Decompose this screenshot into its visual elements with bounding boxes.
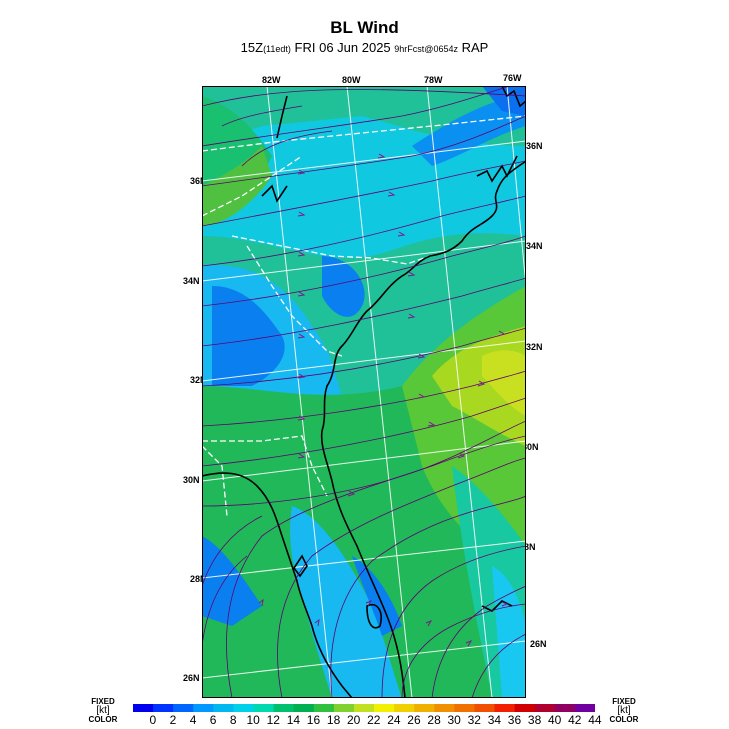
colorbar-swatch bbox=[153, 704, 174, 712]
lat-label-left-28n: 28N bbox=[190, 574, 207, 584]
subtitle-local-time: (11edt) bbox=[263, 44, 291, 54]
colorbar-left-bottom: COLOR bbox=[88, 715, 118, 724]
colorbar-swatch bbox=[574, 704, 595, 712]
lat-label-right-28n: 28N bbox=[519, 542, 536, 552]
colorbar-tick-label: 12 bbox=[266, 713, 280, 727]
colorbar-tick-label: 34 bbox=[487, 713, 502, 727]
wind-speed-area-blue-inland bbox=[212, 286, 285, 386]
wind-speed-area-cyan-atlantic bbox=[492, 566, 526, 698]
colorbar-tick-label: 6 bbox=[209, 713, 217, 727]
map-frame bbox=[202, 86, 526, 698]
colorbar-left-unit: [kt] bbox=[96, 705, 110, 716]
colorbar-swatch bbox=[333, 704, 355, 712]
lat-label-right-26n: 26N bbox=[530, 639, 547, 649]
colorbar-right-caption: FIXED [kt] COLOR bbox=[606, 698, 642, 724]
chart-title: BL Wind bbox=[330, 18, 399, 37]
lat-label-right-32n: 32N bbox=[526, 342, 543, 352]
colorbar-right-bottom: COLOR bbox=[609, 715, 639, 724]
colorbar-tick-label: 14 bbox=[286, 713, 301, 727]
wind-speed-area-blue-virginia bbox=[412, 96, 526, 166]
lat-lon-grid bbox=[202, 86, 526, 698]
colorbar-tick-label: 42 bbox=[568, 713, 582, 727]
colorbar-swatch bbox=[293, 704, 315, 712]
colorbar-swatch bbox=[434, 704, 455, 712]
colorbar-tick-label: 10 bbox=[246, 713, 260, 727]
lat-label-right-30n: 30N bbox=[522, 442, 539, 452]
colorbar-tick-label: 30 bbox=[447, 713, 461, 727]
subtitle-model: RAP bbox=[461, 40, 489, 55]
lat-label-right-36n: 36N bbox=[526, 141, 543, 151]
wind-speed-area-yellow-offshore bbox=[482, 350, 526, 416]
colorbar-tick-label: 38 bbox=[527, 713, 542, 727]
colorbar-swatch bbox=[494, 704, 516, 712]
colorbar-swatch bbox=[173, 704, 194, 712]
colorbar-swatch bbox=[353, 704, 375, 712]
colorbar-tick-label: 0 bbox=[149, 713, 157, 727]
colorbar-swatch bbox=[514, 704, 536, 712]
colorbar-swatch bbox=[474, 704, 496, 712]
wind-speed-area-cyan-florida bbox=[290, 506, 402, 698]
subtitle-hour: 15Z bbox=[240, 40, 264, 55]
lat-label-left-30n: 30N bbox=[183, 475, 200, 485]
subtitle-date: FRI 06 Jun 2025 bbox=[294, 40, 391, 55]
colorbar-tick-label: 24 bbox=[387, 713, 401, 727]
lon-label-80w: 80W bbox=[342, 75, 361, 85]
colorbar-swatch bbox=[233, 704, 255, 712]
colorbar-tick-label: 18 bbox=[326, 713, 341, 727]
lat-label-right-34n: 34N bbox=[526, 241, 543, 251]
colorbar-swatch bbox=[414, 704, 435, 712]
colorbar-tick-label: 32 bbox=[467, 713, 481, 727]
wind-speed-area-blue-florida-east bbox=[352, 556, 402, 636]
colorbar-swatch bbox=[454, 704, 475, 712]
colorbar-swatch bbox=[273, 704, 295, 712]
colorbar-swatch bbox=[374, 704, 395, 712]
colorbar-swatch bbox=[313, 704, 335, 712]
chart-subtitle: 15Z(11edt) FRI 06 Jun 2025 9hrFcst@0654z… bbox=[0, 40, 729, 55]
colorbar-swatch bbox=[554, 704, 576, 712]
colorbar-tick-label: 8 bbox=[229, 713, 237, 727]
subtitle-forecast: 9hrFcst@0654z bbox=[394, 44, 458, 54]
wind-direction-arrows bbox=[258, 153, 509, 647]
colorbar-swatch bbox=[213, 704, 234, 712]
colorbar-left-caption: FIXED [kt] COLOR bbox=[86, 698, 120, 724]
colorbar-tick-label: 36 bbox=[507, 713, 522, 727]
lon-label-76w: 76W bbox=[503, 73, 522, 83]
colorbar-swatch bbox=[394, 704, 415, 712]
lat-label-left-34n: 34N bbox=[183, 276, 200, 286]
wind-map bbox=[202, 86, 526, 698]
wind-speed-area-blue-gulf bbox=[202, 536, 262, 626]
lat-label-left-26n: 26N bbox=[183, 673, 200, 683]
colorbar-tick-label: 2 bbox=[169, 713, 177, 727]
colorbar-tick-label: 44 bbox=[588, 713, 602, 727]
colorbar-tick-label: 28 bbox=[427, 713, 441, 727]
colorbar-tick-label: 40 bbox=[548, 713, 562, 727]
lon-label-78w: 78W bbox=[424, 75, 443, 85]
colorbar-tick-label: 26 bbox=[407, 713, 421, 727]
lat-label-left-32n: 32N bbox=[190, 375, 207, 385]
colorbar-swatch bbox=[133, 704, 154, 712]
lon-label-82w: 82W bbox=[262, 75, 281, 85]
colorbar-tick-label: 16 bbox=[306, 713, 321, 727]
colorbar bbox=[133, 704, 595, 712]
wind-speed-area-blue-sc bbox=[322, 256, 365, 317]
state-borders bbox=[202, 115, 526, 517]
colorbar-swatch bbox=[253, 704, 275, 712]
colorbar-swatch bbox=[193, 704, 214, 712]
colorbar-tick-label: 4 bbox=[189, 713, 197, 727]
colorbar-right-unit: [kt] bbox=[617, 705, 631, 716]
coastlines bbox=[202, 86, 526, 698]
lat-label-left-36n: 36N bbox=[190, 176, 207, 186]
colorbar-swatch bbox=[534, 704, 556, 712]
colorbar-right-top: FIXED bbox=[612, 697, 636, 706]
wind-speed-area-lightgreen-mountains bbox=[202, 146, 272, 226]
wind-streamlines bbox=[202, 86, 526, 698]
colorbar-left-top: FIXED bbox=[91, 697, 115, 706]
colorbar-tick-label: 20 bbox=[347, 713, 361, 727]
colorbar-tick-label: 22 bbox=[367, 713, 381, 727]
